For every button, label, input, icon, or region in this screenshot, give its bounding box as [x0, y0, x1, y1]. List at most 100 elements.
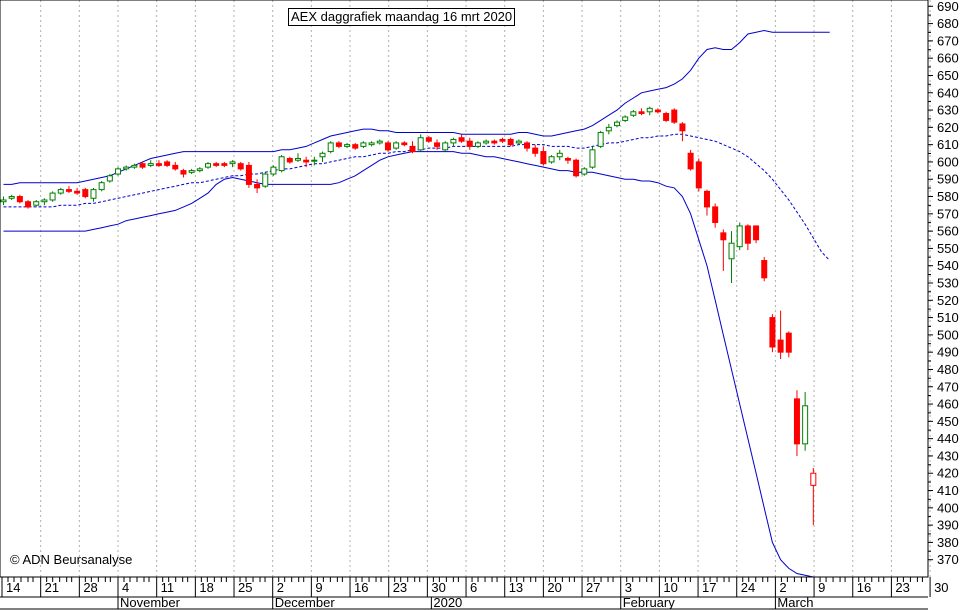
- candle-body-down: [499, 138, 506, 142]
- x-tick-label: 14: [6, 580, 20, 595]
- x-tick-label: 9: [315, 580, 322, 595]
- y-tick-label: 540: [937, 258, 959, 273]
- y-tick-label: 610: [937, 137, 959, 152]
- candle-body-up: [262, 173, 269, 187]
- month-label: November: [120, 595, 181, 610]
- candle-body-down: [573, 159, 580, 177]
- price-axis: 370 380 390 400 410 420 430 440 450 460 470 480 490 5…: [928, 0, 959, 567]
- x-tick-label: 11: [161, 580, 175, 595]
- candle-body-down: [74, 190, 81, 194]
- candle-body-down: [164, 161, 171, 166]
- x-tick-label: 28: [83, 580, 97, 595]
- x-tick-label: 17: [702, 580, 716, 595]
- x-tick-label: 18: [199, 580, 213, 595]
- candles: [0, 106, 817, 526]
- candle-body-up: [131, 164, 138, 168]
- candle-body-up: [311, 159, 318, 162]
- candle-body-up: [483, 140, 490, 144]
- candle-body-down: [761, 260, 768, 279]
- candle-body-down: [720, 232, 727, 241]
- candle-body-down: [82, 189, 89, 198]
- candle-body-down: [425, 137, 432, 142]
- y-tick-label: 490: [937, 345, 959, 360]
- candle-body-up: [205, 163, 211, 168]
- x-tick-label: 2: [277, 580, 284, 595]
- y-tick-label: 470: [937, 379, 959, 394]
- plot-frame: [0, 0, 929, 578]
- candle-body-up: [376, 140, 383, 144]
- candle-body-up: [106, 175, 113, 182]
- candle-body-up: [368, 142, 375, 146]
- candle-body-up: [548, 156, 555, 163]
- candle-body-up: [98, 182, 105, 191]
- y-tick-label: 690: [937, 0, 959, 14]
- candle-body-up: [605, 126, 612, 132]
- candle-body-down: [654, 109, 661, 113]
- y-tick-label: 620: [937, 120, 959, 135]
- candle-body-down: [679, 123, 686, 132]
- y-tick-label: 480: [937, 362, 959, 377]
- candle-body-up: [41, 199, 48, 203]
- candle-body-down: [65, 189, 72, 192]
- y-tick-label: 660: [937, 51, 959, 66]
- y-tick-label: 420: [937, 466, 959, 481]
- candle-body-up: [229, 161, 236, 165]
- y-tick-label: 430: [937, 448, 959, 463]
- candle-body-down: [237, 163, 244, 170]
- candle-body-down: [254, 183, 261, 189]
- candle-body-up: [556, 152, 563, 158]
- candle-body-up: [802, 405, 809, 445]
- y-tick-label: 590: [937, 172, 959, 187]
- candle-body-up: [614, 121, 620, 127]
- x-tick-label: 30: [934, 580, 948, 595]
- y-tick-label: 410: [937, 483, 959, 498]
- candle-body-down: [491, 140, 498, 144]
- candle-body-down: [712, 206, 719, 223]
- grid-lines: [40, 0, 931, 577]
- x-tick-label: 27: [586, 580, 600, 595]
- candle-body-up: [294, 157, 301, 161]
- candle-body-up: [589, 149, 596, 168]
- candle-body-down: [777, 339, 784, 353]
- candle-body-up: [0, 199, 7, 203]
- x-tick-label: 24: [741, 580, 755, 595]
- candle-body-down: [401, 142, 408, 146]
- candle-body-up: [8, 196, 15, 199]
- candle-body-down: [335, 142, 342, 147]
- candle-body-up: [474, 142, 481, 147]
- y-tick-label: 380: [937, 535, 959, 550]
- candle-body-up: [728, 242, 735, 260]
- y-tick-label: 520: [937, 293, 959, 308]
- y-tick-label: 680: [937, 16, 959, 31]
- y-tick-label: 370: [937, 552, 959, 567]
- candle-body-up: [736, 225, 743, 248]
- candle-body-up: [327, 142, 334, 153]
- candle-body-up: [57, 189, 64, 194]
- candle-body-down: [384, 142, 391, 151]
- candle-body-up: [49, 192, 56, 201]
- candle-body-up: [270, 166, 277, 175]
- candle-body-up: [393, 142, 400, 149]
- month-label: 2020: [433, 595, 462, 610]
- candle-body-up: [515, 140, 522, 144]
- y-tick-label: 580: [937, 189, 959, 204]
- x-tick-label: 21: [45, 580, 59, 595]
- candle-body-up: [360, 142, 367, 147]
- candle-body-down: [638, 111, 645, 115]
- x-tick-label: 25: [238, 580, 252, 595]
- candle-body-up: [123, 166, 130, 170]
- y-tick-label: 400: [937, 500, 959, 515]
- candle-body-down: [25, 201, 32, 208]
- y-tick-label: 630: [937, 103, 959, 118]
- candle-body-up: [581, 168, 588, 175]
- x-tick-label: 23: [895, 580, 909, 595]
- candle-body-down: [524, 142, 531, 149]
- x-tick-label: 3: [625, 580, 632, 595]
- bollinger-lower: [3, 151, 830, 578]
- candle-body-down: [785, 332, 792, 353]
- candle-body-up: [278, 156, 285, 172]
- y-tick-label: 550: [937, 241, 959, 256]
- date-axis: 14 21 28 4 11 18 25 2 9 16 23 30 6 13 20 27 3 10 17 24 2 9 16 2…: [0, 576, 949, 610]
- y-tick-label: 460: [937, 397, 959, 412]
- candle-body-up: [622, 116, 629, 121]
